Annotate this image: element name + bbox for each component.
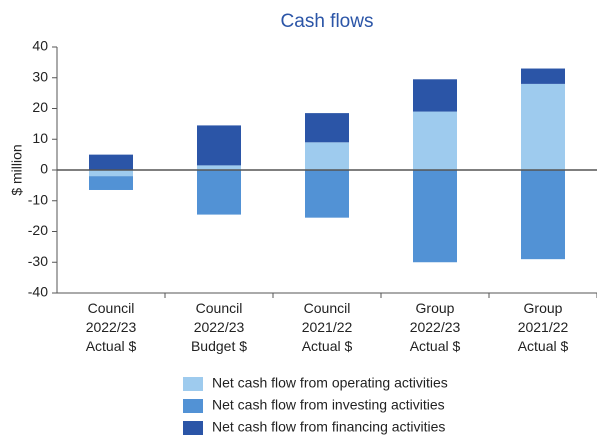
legend-swatch: [183, 377, 203, 391]
x-tick-label-line: Group: [524, 300, 563, 316]
legend-swatch: [183, 399, 203, 413]
y-tick-label: -40: [28, 284, 48, 300]
x-tick-label-line: Actual $: [518, 338, 569, 354]
x-tick-label-line: Council: [196, 300, 243, 316]
bar-segment: [305, 142, 349, 170]
bar-segment: [305, 170, 349, 218]
y-tick-label: 40: [32, 38, 48, 54]
x-tick-label-line: Actual $: [410, 338, 461, 354]
x-tick-label: Group 2021/22 Actual $: [518, 300, 569, 354]
y-tick-label: 30: [32, 68, 48, 84]
bar-segment: [89, 176, 133, 190]
x-tick-label-line: Council: [304, 300, 351, 316]
legend-swatch: [183, 421, 203, 435]
y-tick-label: -10: [28, 191, 48, 207]
x-tick-label: Council 2022/23 Actual $: [86, 300, 137, 354]
x-tick-label-line: Actual $: [302, 338, 353, 354]
y-axis-label: $ million: [9, 144, 25, 195]
bar-segment: [89, 170, 133, 177]
bar-segment: [197, 125, 241, 166]
y-tick-label: -30: [28, 253, 48, 269]
x-tick-label-line: Council: [88, 300, 135, 316]
x-tick-label-line: 2021/22: [518, 319, 569, 335]
x-tick-label: Group 2022/23 Actual $: [410, 300, 461, 354]
bar-segment: [197, 165, 241, 170]
x-tick-label-line: 2021/22: [302, 319, 353, 335]
bar-segment: [413, 79, 457, 112]
bar-segment: [305, 113, 349, 143]
y-tick-label: 10: [32, 130, 48, 146]
bar-segment: [521, 83, 565, 170]
x-tick-label-line: Budget $: [191, 338, 247, 354]
x-tick-label: Council 2021/22 Actual $: [302, 300, 353, 354]
x-tick-label-line: Group: [416, 300, 455, 316]
x-tick-label-line: 2022/23: [86, 319, 137, 335]
bar-segment: [89, 154, 133, 170]
y-tick-label: 0: [40, 161, 48, 177]
bar-segment: [197, 170, 241, 215]
y-tick-label: 20: [32, 99, 48, 115]
x-tick-label: Council 2022/23 Budget $: [191, 300, 247, 354]
x-tick-label-line: 2022/23: [410, 319, 461, 335]
x-tick-label-line: 2022/23: [194, 319, 245, 335]
bar-segment: [413, 111, 457, 170]
legend-label: Net cash flow from financing activities: [212, 419, 445, 435]
y-tick-label: -20: [28, 222, 48, 238]
x-tick-label-line: Actual $: [86, 338, 137, 354]
legend-label: Net cash flow from investing activities: [212, 397, 445, 413]
bar-segment: [521, 170, 565, 260]
bar-segment: [413, 170, 457, 263]
legend-label: Net cash flow from operating activities: [212, 375, 448, 391]
bar-segment: [521, 68, 565, 84]
chart-title: Cash flows: [281, 11, 374, 32]
